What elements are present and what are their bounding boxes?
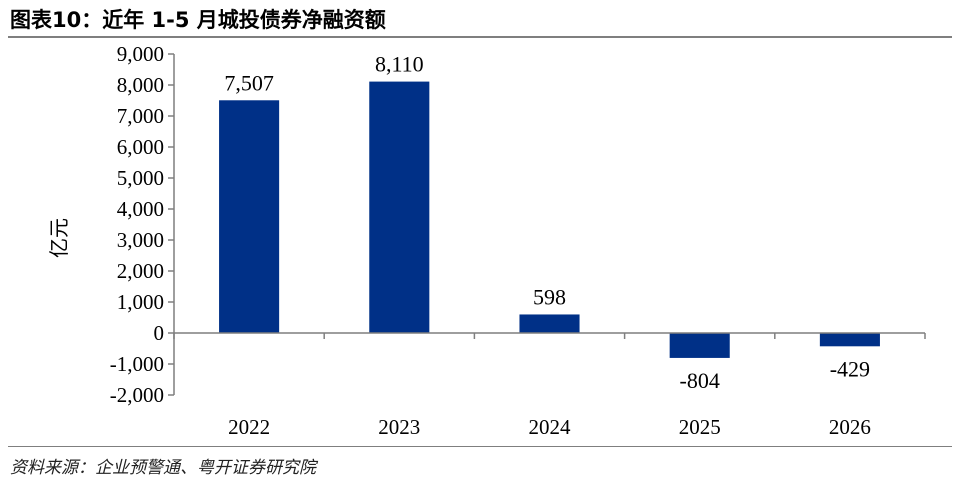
y-tick-label: 2,000 xyxy=(117,259,164,283)
y-tick-label: 4,000 xyxy=(117,197,164,221)
bar-2023 xyxy=(369,81,430,333)
y-axis-label: 亿元 xyxy=(47,218,71,258)
x-tick-label: 2022 xyxy=(228,415,270,439)
x-tick-label: 2024 xyxy=(529,415,572,439)
bar-2025 xyxy=(669,333,730,358)
data-label-2025: -804 xyxy=(680,368,720,393)
y-tick-label: 7,000 xyxy=(117,104,164,128)
y-tick-label: 8,000 xyxy=(117,73,164,97)
data-label-2026: -429 xyxy=(830,356,870,381)
y-tick-label: -1,000 xyxy=(110,352,164,376)
bar-2026 xyxy=(819,333,880,347)
data-label-2023: 8,110 xyxy=(375,52,424,77)
y-tick-label: -2,000 xyxy=(110,383,164,407)
y-tick-label: 3,000 xyxy=(117,228,164,252)
title-rule xyxy=(8,36,952,38)
y-tick-label: 1,000 xyxy=(117,290,164,314)
bar-2022 xyxy=(219,100,280,334)
source-rule xyxy=(8,446,952,447)
bar-chart: -2,000 -1,000 0 1,000 2,000 3,000 4,000 5,000 6,… xyxy=(47,42,926,439)
data-labels: 7,507 8,110 598 -804 -429 xyxy=(224,52,870,393)
data-label-2024: 598 xyxy=(533,284,566,309)
y-tick-label: 5,000 xyxy=(117,166,164,190)
y-tick-label: 9,000 xyxy=(117,42,164,66)
bars xyxy=(219,81,880,358)
bar-2024 xyxy=(519,314,580,333)
y-tick-label: 0 xyxy=(154,321,165,345)
x-tick-label: 2023 xyxy=(378,415,420,439)
x-axis: 2022 2023 2024 2025 2026 xyxy=(173,332,926,439)
source-note: 资料来源：企业预警通、粤开证券研究院 xyxy=(10,458,316,478)
y-axis: -2,000 -1,000 0 1,000 2,000 3,000 4,000 5,000 6,… xyxy=(110,42,175,407)
x-tick-label: 2026 xyxy=(829,415,871,439)
y-tick-label: 6,000 xyxy=(117,135,164,159)
chart-title: 图表10：近年 1-5 月城投债券净融资额 xyxy=(10,8,386,32)
data-label-2022: 7,507 xyxy=(224,70,274,95)
x-tick-label: 2025 xyxy=(679,415,721,439)
